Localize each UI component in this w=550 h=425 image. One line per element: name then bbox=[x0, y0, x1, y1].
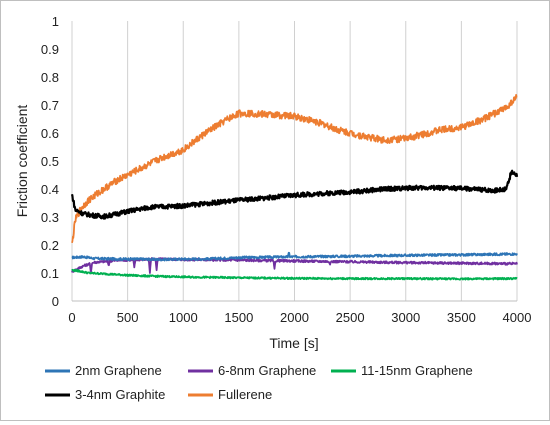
y-tick-label: 0.4 bbox=[41, 182, 59, 197]
legend: 2nm Graphene 6-8nm Graphene 11-15nm Graphe… bbox=[45, 363, 473, 402]
y-axis-label: Friction coefficient bbox=[14, 105, 30, 218]
y-tick-label: 0.3 bbox=[41, 210, 59, 225]
legend-label: Fullerene bbox=[218, 387, 272, 402]
series-line-1 bbox=[71, 251, 518, 262]
y-tick-label: 0.5 bbox=[41, 154, 59, 169]
legend-label: 11-15nm Graphene bbox=[361, 363, 473, 378]
x-tick-label: 3000 bbox=[391, 310, 420, 325]
series-line-4 bbox=[70, 169, 519, 220]
series-line-5 bbox=[71, 94, 518, 244]
x-tick-label: 500 bbox=[117, 310, 139, 325]
y-tick-label: 0.6 bbox=[41, 126, 59, 141]
grid-lines bbox=[71, 21, 518, 302]
y-tick-label: 0.2 bbox=[41, 238, 59, 253]
y-tick-label: 1 bbox=[52, 14, 59, 29]
series-line-3 bbox=[71, 268, 518, 281]
x-tick-label: 1000 bbox=[169, 310, 198, 325]
y-tick-label: 0.9 bbox=[41, 42, 59, 57]
y-tick-label: 0.1 bbox=[41, 266, 59, 281]
y-tick-labels: 0 0.1 0.2 0.3 0.4 0.5 0.6 0.7 0.8 0.9 1 bbox=[41, 14, 59, 309]
x-tick-label: 3500 bbox=[447, 310, 476, 325]
y-tick-label: 0.7 bbox=[41, 98, 59, 113]
legend-label: 2nm Graphene bbox=[75, 363, 162, 378]
x-axis-label: Time [s] bbox=[269, 335, 318, 351]
x-tick-label: 2500 bbox=[336, 310, 365, 325]
y-tick-label: 0 bbox=[52, 294, 59, 309]
x-tick-label: 4000 bbox=[503, 310, 532, 325]
y-tick-label: 0.8 bbox=[41, 70, 59, 85]
x-tick-label: 1500 bbox=[224, 310, 253, 325]
series-lines bbox=[70, 94, 519, 281]
x-tick-label: 2000 bbox=[280, 310, 309, 325]
legend-label: 3-4nm Graphite bbox=[75, 387, 165, 402]
legend-label: 6-8nm Graphene bbox=[218, 363, 316, 378]
x-tick-labels: 0 500 1000 1500 2000 2500 3000 3500 4000 bbox=[68, 310, 531, 325]
x-tick-label: 0 bbox=[68, 310, 75, 325]
